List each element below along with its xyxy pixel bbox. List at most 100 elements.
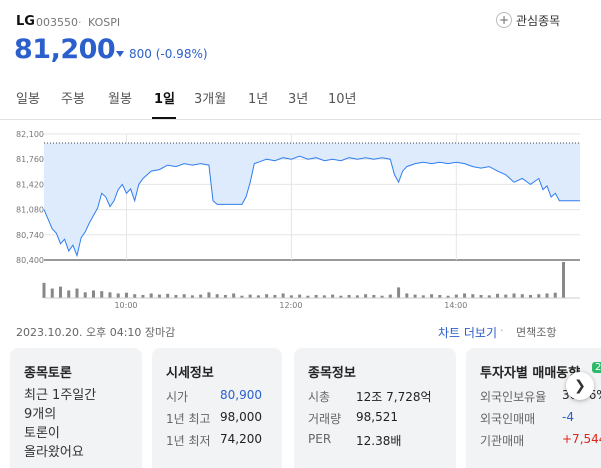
volume-bar bbox=[223, 294, 227, 298]
x-tick-label: 10:00 bbox=[114, 301, 137, 310]
tab-3month[interactable]: 3개월 bbox=[194, 92, 227, 107]
discussion-line: 올라왔어요 bbox=[24, 445, 84, 460]
info-row-foreign-trade: 외국인매매 -4 bbox=[480, 410, 574, 427]
y-tick-label: 80,740 bbox=[16, 231, 44, 240]
volume-bar bbox=[397, 287, 401, 298]
favorite-button[interactable]: + 관심종목 bbox=[496, 10, 560, 30]
tab-monthly[interactable]: 월봉 bbox=[108, 92, 132, 107]
volume-bar bbox=[124, 292, 128, 298]
volume-bar bbox=[529, 294, 533, 298]
volume-bar bbox=[199, 294, 203, 298]
tab-1year[interactable]: 1년 bbox=[248, 92, 269, 107]
volume-bar bbox=[248, 294, 252, 298]
volume-bar bbox=[504, 294, 508, 298]
y-axis-ticks: 82,100 81,760 81,420 81,080 80,740 80,400 bbox=[16, 130, 44, 265]
volume-bar bbox=[133, 294, 137, 298]
volume-bar bbox=[355, 295, 359, 298]
period-tabs: 일봉 주봉 월봉 1일 3개월 1년 3년 10년 bbox=[0, 84, 601, 120]
price-line bbox=[43, 155, 580, 258]
volume-bar bbox=[372, 294, 376, 298]
stock-info-title: 종목정보 bbox=[308, 366, 356, 381]
intraday-chart[interactable]: 82,100 81,760 81,420 81,080 80,740 80,400 10:… bbox=[0, 125, 601, 310]
volume-bar bbox=[430, 294, 434, 298]
info-value: +7,544 bbox=[562, 432, 601, 446]
volume-bar bbox=[298, 294, 302, 298]
discussion-title: 종목토론 bbox=[24, 366, 72, 381]
volume-bar bbox=[190, 295, 194, 298]
market-info-card[interactable]: 시세정보 시가 80,900 1년 최고 98,000 1년 최저 74,200 bbox=[152, 348, 282, 468]
y-tick-label: 81,080 bbox=[16, 206, 44, 215]
investor-trend-card[interactable]: 투자자별 매매동향 23 외국인보유율 36.96% 외국인매매 -4 기관매매… bbox=[466, 348, 601, 468]
y-tick-label: 82,100 bbox=[16, 130, 44, 139]
active-tab-indicator bbox=[152, 117, 176, 119]
y-tick-label: 81,420 bbox=[16, 180, 44, 189]
info-label: 시총 bbox=[308, 390, 331, 404]
info-label: 1년 최저 bbox=[166, 434, 211, 448]
volume-bar bbox=[339, 295, 343, 298]
volume-bar bbox=[487, 295, 491, 298]
header-separator: · bbox=[78, 16, 82, 29]
stock-info-card[interactable]: 종목정보 시총 12조 7,728억 거래량 98,521 PER 12.38배 bbox=[294, 348, 456, 468]
volume-bar bbox=[463, 293, 467, 298]
volume-bar bbox=[42, 282, 46, 298]
tab-10year[interactable]: 10년 bbox=[328, 92, 357, 107]
disclaimer-link[interactable]: 면책조항 bbox=[516, 326, 557, 339]
info-value: 12조 7,728억 bbox=[356, 390, 432, 404]
tab-weekly[interactable]: 주봉 bbox=[61, 92, 85, 107]
volume-bar bbox=[75, 288, 79, 298]
volume-bar bbox=[100, 291, 104, 298]
info-value: 74,200 bbox=[220, 432, 262, 446]
info-label: 거래량 bbox=[308, 412, 342, 426]
discussion-card[interactable]: 종목토론 최근 1주일간 9개의 토론이 올라왔어요 bbox=[10, 348, 142, 468]
volume-bar bbox=[388, 294, 392, 298]
info-row-foreign-ratio: 외국인보유율 36.96% bbox=[480, 388, 601, 405]
investor-trend-title: 투자자별 매매동향 bbox=[480, 366, 581, 381]
volume-bar bbox=[322, 295, 326, 298]
info-row-volume: 거래량 98,521 bbox=[308, 410, 398, 427]
volume-bar bbox=[306, 295, 310, 298]
chart-more-link[interactable]: 차트 더보기 bbox=[438, 326, 498, 340]
info-label: 외국인매매 bbox=[480, 412, 536, 426]
info-value: 98,000 bbox=[220, 410, 262, 424]
info-value: 80,900 bbox=[220, 388, 262, 402]
volume-bar bbox=[331, 294, 335, 298]
volume-bar bbox=[166, 293, 170, 298]
volume-bar bbox=[471, 294, 475, 298]
chevron-right-icon[interactable]: ❯ bbox=[566, 372, 594, 400]
volume-bar bbox=[182, 294, 186, 298]
volume-bar bbox=[520, 294, 524, 298]
info-value: 12.38배 bbox=[356, 434, 402, 448]
volume-bar bbox=[413, 294, 417, 298]
volume-bar bbox=[545, 293, 549, 298]
volume-bar bbox=[215, 294, 219, 298]
volume-bar bbox=[157, 294, 161, 298]
discussion-line: 토론이 bbox=[24, 426, 60, 441]
volume-bar bbox=[314, 294, 318, 298]
current-price: 81,200 bbox=[14, 34, 116, 65]
tab-daily[interactable]: 일봉 bbox=[16, 92, 40, 107]
info-row-per: PER 12.38배 bbox=[308, 432, 401, 448]
x-axis-ticks: 10:00 12:00 14:00 bbox=[114, 301, 467, 310]
y-tick-label: 80,400 bbox=[16, 256, 44, 265]
price-area bbox=[44, 143, 580, 256]
volume-bar bbox=[108, 292, 112, 298]
tab-1day[interactable]: 1일 bbox=[154, 92, 176, 107]
volume-bar bbox=[141, 294, 145, 298]
volume-bar bbox=[50, 288, 54, 298]
volume-bar bbox=[446, 295, 450, 298]
market-info-title: 시세정보 bbox=[166, 366, 214, 381]
favorite-label: 관심종목 bbox=[516, 13, 561, 28]
volume-bar bbox=[562, 262, 566, 298]
volume-bar bbox=[289, 295, 293, 298]
volume-bar bbox=[537, 294, 541, 298]
volume-bar bbox=[256, 295, 260, 298]
info-row-market-cap: 시총 12조 7,728억 bbox=[308, 388, 432, 405]
volume-bar bbox=[240, 295, 244, 298]
tab-3year[interactable]: 3년 bbox=[288, 92, 309, 107]
info-label: 1년 최고 bbox=[166, 412, 211, 426]
volume-bar bbox=[83, 292, 87, 298]
volume-bar bbox=[67, 290, 71, 298]
volume-bar bbox=[496, 293, 500, 298]
down-arrow-icon bbox=[116, 51, 124, 57]
meta-separator: · bbox=[500, 324, 504, 337]
